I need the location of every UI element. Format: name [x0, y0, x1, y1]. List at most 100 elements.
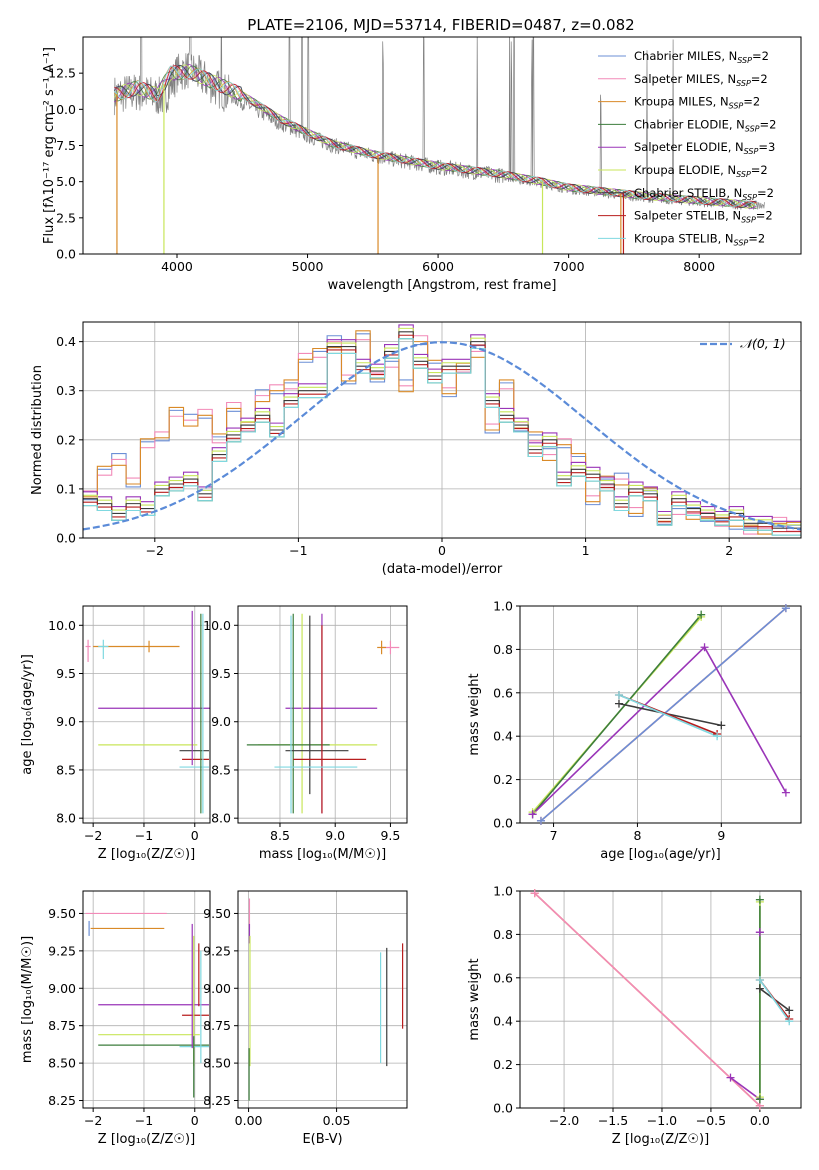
plot-area: [248, 898, 404, 1101]
y-tick-label: 0.8: [493, 642, 513, 657]
mass-weight-marker: [726, 1073, 735, 1082]
mass-weight-marker: [697, 610, 706, 619]
x-tick-label: −1.5: [598, 1113, 628, 1128]
y-tick-label: 0.3: [56, 383, 76, 398]
gaussian-curve: [83, 341, 801, 531]
x-tick-label: 8: [633, 828, 641, 843]
figure-title: PLATE=2106, MJD=53714, FIBERID=0487, z=0…: [247, 16, 634, 34]
x-axis-label: (data-model)/error: [382, 562, 503, 577]
y-tick-label: 9.5: [56, 666, 76, 681]
x-tick-label: −2: [84, 828, 102, 843]
x-tick-label: 8000: [683, 259, 715, 274]
axes-frame: [82, 605, 211, 824]
x-axis-label: wavelength [Angstrom, rest frame]: [328, 278, 557, 293]
mass-weight-marker: [614, 690, 623, 699]
panel-age-vs-Z: −2 −1 0 8.0 8.5 9.0 9.5 10.0 Z [log₁₀(Z/Z☉)] age …: [20, 605, 211, 862]
y-tick-label: 8.25: [203, 1093, 231, 1108]
y-tick-label: 0.0: [493, 1101, 513, 1116]
mass-weight-line: [759, 979, 790, 1022]
x-tick-label: 4000: [161, 259, 193, 274]
y-tick-label: 0.0: [56, 247, 76, 262]
y-tick-label: 9.50: [203, 906, 231, 921]
y-tick-label: 0.2: [56, 432, 76, 447]
y-tick-label: 0.2: [493, 1057, 513, 1072]
y-tick-label: 9.00: [48, 981, 76, 996]
y-tick-label: 9.5: [211, 666, 231, 681]
mass-weight-marker: [781, 604, 790, 613]
y-tick-label: 10.0: [48, 618, 76, 633]
y-tick-label: 8.50: [48, 1056, 76, 1071]
x-axis-label: Z [log₁₀(Z/Z☉)]: [98, 1132, 195, 1147]
x-tick-label: 5000: [292, 259, 324, 274]
y-tick-label: 0.1: [56, 481, 76, 496]
model-spectrum-line: [114, 65, 757, 208]
x-tick-label: −2: [146, 543, 164, 558]
y-axis-label: Flux [fλ10⁻¹⁷ erg cm⁻² s⁻¹ A⁻¹]: [42, 47, 57, 244]
x-tick-label: −1: [135, 828, 153, 843]
legend-label: Salpeter ELODIE, NSSP=3: [634, 140, 775, 156]
y-axis-label: Normed distribution: [30, 365, 45, 495]
y-axis-label: age [log₁₀(age/yr)]: [20, 654, 35, 775]
y-tick-label: 8.0: [56, 811, 76, 826]
y-tick-label: 8.5: [56, 762, 76, 777]
legend-label: Kroupa ELODIE, NSSP=2: [634, 163, 768, 179]
mass-weight-marker: [785, 1006, 794, 1015]
y-tick-label: 10.0: [203, 618, 231, 633]
y-axis-label: mass weight: [467, 958, 482, 1040]
y-tick-label: 0.4: [56, 334, 76, 349]
x-tick-label: 8.5: [270, 828, 290, 843]
y-tick-label: 8.25: [48, 1093, 76, 1108]
y-tick-label: 7.5: [56, 138, 76, 153]
mass-weight-line: [534, 892, 761, 1107]
x-tick-label: 0: [191, 1113, 199, 1128]
axes-frame: [82, 890, 211, 1109]
mass-weight-marker: [530, 889, 539, 898]
y-tick-label: 5.0: [56, 174, 76, 189]
y-tick-label: 1.0: [493, 884, 513, 899]
legend-label: Chabrier ELODIE, NSSP=2: [634, 117, 776, 133]
legend-label: Salpeter MILES, NSSP=2: [634, 72, 768, 88]
y-tick-label: 0.0: [493, 816, 513, 831]
histogram-step: [83, 338, 801, 536]
mass-weight-marker: [755, 895, 764, 904]
axes-frame: [237, 890, 408, 1109]
legend-label: Chabrier MILES, NSSP=2: [634, 49, 769, 65]
panel-age-vs-mass: 8.5 9.0 9.5 8.0 8.5 9.0 9.5 10.0 mass [log₁₀(M/M…: [203, 605, 408, 862]
mass-weight-marker: [755, 1095, 764, 1104]
axes-frame: [519, 890, 802, 1109]
y-tick-label: 0.4: [493, 729, 513, 744]
mass-weight-line: [730, 1076, 761, 1100]
y-tick-label: 0.6: [493, 970, 513, 985]
mass-weight-marker: [528, 810, 537, 819]
legend-label: Kroupa STELIB, NSSP=2: [634, 231, 765, 247]
x-tick-label: 6000: [422, 259, 454, 274]
plot-area: [531, 607, 787, 822]
legend-label: 𝒩(0, 1): [740, 336, 786, 351]
y-tick-label: 10.0: [48, 102, 76, 117]
x-tick-label: −0.5: [696, 1113, 726, 1128]
model-spectrum-line: [114, 64, 757, 209]
mass-weight-marker: [717, 721, 726, 730]
mass-weight-marker: [781, 788, 790, 797]
legend-label: Kroupa MILES, NSSP=2: [634, 95, 760, 111]
panel-residual-histogram: −2 −1 0 1 2 0.0 0.1 0.2 0.3 0.4 (data-model)/error…: [30, 321, 802, 577]
model-spectrum-line: [113, 65, 757, 208]
x-tick-label: 7: [550, 828, 558, 843]
mass-weight-marker: [614, 699, 623, 708]
y-tick-label: 0.8: [493, 927, 513, 942]
x-axis-label: Z [log₁₀(Z/Z☉)]: [612, 1132, 709, 1147]
y-tick-label: 2.5: [56, 210, 76, 225]
y-tick-label: 9.0: [56, 714, 76, 729]
mass-weight-marker: [536, 816, 545, 825]
plot-area: [246, 613, 400, 814]
y-axis-label: mass weight: [467, 673, 482, 755]
y-tick-label: 9.00: [203, 981, 231, 996]
y-tick-label: 9.50: [48, 906, 76, 921]
y-tick-label: 8.50: [203, 1056, 231, 1071]
mass-weight-marker: [755, 928, 764, 937]
x-axis-label: mass [log₁₀(M/M☉)]: [259, 847, 386, 862]
plot-area: [113, 37, 765, 254]
mass-weight-marker: [755, 984, 764, 993]
x-axis-label: age [log₁₀(age/yr)]: [600, 847, 721, 862]
